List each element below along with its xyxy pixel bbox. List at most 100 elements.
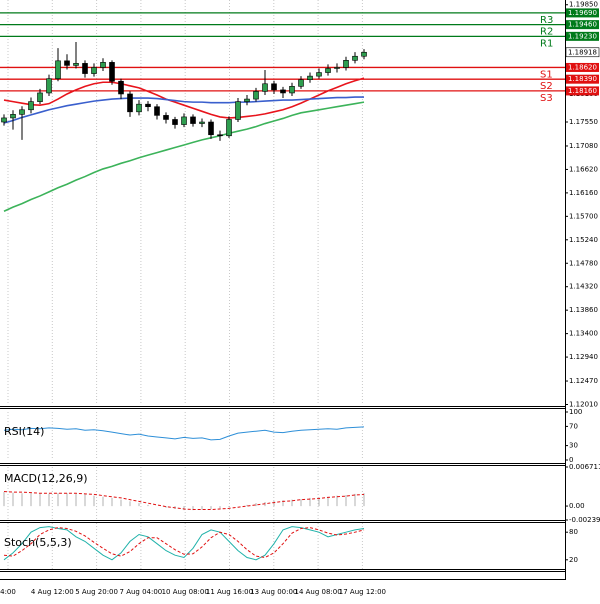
candle-body bbox=[343, 60, 349, 68]
candle-body bbox=[352, 55, 358, 61]
candle-body bbox=[334, 67, 340, 69]
candle-body bbox=[289, 86, 295, 94]
y-tick-label: 1.17080 bbox=[569, 142, 598, 150]
candle-body bbox=[316, 72, 322, 77]
level-box bbox=[566, 62, 599, 72]
indicator-line bbox=[3, 527, 365, 559]
level-box bbox=[566, 74, 599, 84]
panel-title: RSI(14) bbox=[4, 425, 44, 438]
y-tick-label: 0 bbox=[569, 456, 573, 464]
candle-body bbox=[271, 83, 277, 91]
x-tick-label: 13 Aug 00:00 bbox=[250, 588, 297, 596]
level-name: R2 bbox=[540, 27, 553, 38]
level-box bbox=[566, 31, 599, 41]
current-price-label: 1.18918 bbox=[568, 48, 597, 56]
y-tick-label: 1.16160 bbox=[569, 189, 598, 197]
candle-body bbox=[91, 67, 97, 74]
candle-body bbox=[307, 75, 313, 80]
candle-body bbox=[55, 60, 61, 79]
y-tick-label: 1.16620 bbox=[569, 165, 598, 173]
y-tick-label: 1.14320 bbox=[569, 283, 598, 291]
y-tick-label: 1.12940 bbox=[569, 353, 598, 361]
panel-borders bbox=[0, 0, 566, 580]
candle-body bbox=[361, 51, 367, 57]
candle-body bbox=[298, 79, 304, 87]
level-box bbox=[566, 8, 599, 18]
y-tick-label: 0.006711 bbox=[569, 463, 600, 471]
y-tick-label: 1.17550 bbox=[569, 118, 598, 126]
x-tick-label: 10 Aug 08:00 bbox=[162, 588, 209, 596]
level-name: S1 bbox=[540, 69, 553, 80]
moving-average bbox=[3, 77, 365, 119]
level-price: 1.19690 bbox=[568, 9, 597, 17]
x-tick-label: 4 Aug 12:00 bbox=[31, 588, 74, 596]
x-tick-label: 4:00 bbox=[0, 588, 16, 596]
candle-body bbox=[10, 114, 16, 119]
x-tick-label: 5 Aug 20:00 bbox=[75, 588, 118, 596]
candle-body bbox=[154, 106, 160, 116]
candle-body bbox=[46, 78, 52, 94]
x-tick-label: 7 Aug 04:00 bbox=[120, 588, 163, 596]
level-name: S2 bbox=[540, 81, 553, 92]
current-price-box bbox=[565, 47, 600, 58]
candle-body bbox=[208, 121, 214, 136]
indicator-line bbox=[3, 526, 365, 561]
level-box bbox=[566, 20, 599, 30]
y-tick-label: 0.00 bbox=[569, 502, 585, 510]
candle-body bbox=[244, 98, 250, 102]
moving-average bbox=[3, 96, 364, 124]
panel-title: MACD(12,26,9) bbox=[4, 472, 88, 485]
candle-body bbox=[37, 92, 43, 102]
y-tick-label: 1.14780 bbox=[569, 259, 598, 267]
signal-line bbox=[3, 491, 365, 511]
candle-body bbox=[100, 62, 106, 68]
x-tick-label: 11 Aug 16:00 bbox=[206, 588, 253, 596]
level-price: 1.19460 bbox=[568, 21, 597, 29]
candle-body bbox=[145, 103, 151, 108]
candle-body bbox=[199, 121, 205, 124]
y-tick-label: 70 bbox=[569, 422, 578, 430]
y-tick-label: 30 bbox=[569, 442, 578, 450]
level-price: 1.18620 bbox=[568, 63, 597, 71]
moving-average bbox=[3, 101, 365, 212]
candle-body bbox=[82, 63, 88, 74]
candle-body bbox=[109, 62, 115, 82]
candle-body bbox=[136, 103, 142, 113]
candle-body bbox=[325, 68, 331, 73]
candle-body bbox=[190, 116, 196, 124]
candle-body bbox=[280, 89, 286, 94]
y-tick-label: 1.15240 bbox=[569, 236, 598, 244]
x-tick-label: 14 Aug 08:00 bbox=[294, 588, 341, 596]
candle-body bbox=[181, 116, 187, 125]
level-price: 1.19230 bbox=[568, 32, 597, 40]
candle-body bbox=[1, 117, 7, 123]
y-tick-label: 1.13400 bbox=[569, 330, 598, 338]
level-name: S3 bbox=[540, 93, 553, 104]
candle-body bbox=[235, 101, 241, 120]
y-tick-label: 1.12470 bbox=[569, 377, 598, 385]
level-price: 1.18160 bbox=[568, 87, 597, 95]
candle-body bbox=[64, 60, 70, 66]
candle-body bbox=[226, 119, 232, 137]
y-tick-label: 80 bbox=[569, 528, 578, 536]
candle-body bbox=[118, 80, 124, 95]
candle-body bbox=[73, 63, 79, 66]
candle-body bbox=[217, 134, 223, 137]
y-tick-label: 1.19850 bbox=[569, 1, 598, 9]
panel-title: Stoch(5,5,3) bbox=[4, 536, 72, 549]
candle-body bbox=[262, 83, 268, 92]
candle-body bbox=[172, 119, 178, 125]
y-tick-label: 1.15700 bbox=[569, 212, 598, 220]
level-name: R3 bbox=[540, 15, 553, 26]
candle-body bbox=[253, 91, 259, 100]
level-price: 1.18390 bbox=[568, 75, 597, 83]
indicator-line bbox=[3, 426, 365, 441]
candle-body bbox=[163, 115, 169, 120]
y-tick-label: 20 bbox=[569, 556, 578, 564]
y-tick-label: -0.002394 bbox=[569, 516, 600, 524]
level-name: R1 bbox=[540, 38, 553, 49]
candle-body bbox=[28, 101, 34, 111]
y-tick-label: 1.12010 bbox=[569, 400, 598, 408]
y-tick-label: 1.13860 bbox=[569, 306, 598, 314]
